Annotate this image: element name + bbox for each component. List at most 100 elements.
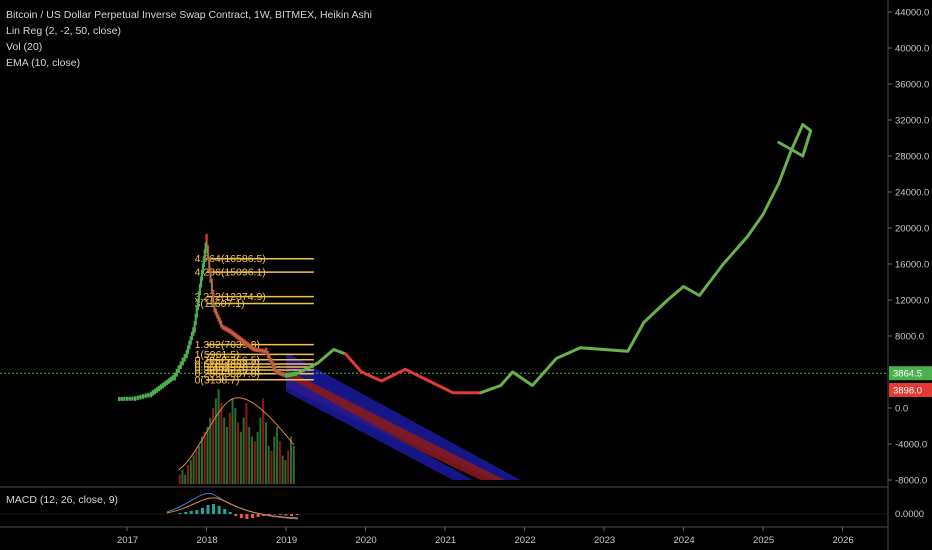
price-badge bbox=[889, 383, 932, 397]
volume-bar bbox=[181, 469, 184, 484]
projection-down-path bbox=[344, 352, 483, 395]
projection-up-path bbox=[296, 348, 348, 375]
projection-up-path bbox=[479, 123, 813, 395]
fib-level-label: 0(3138.7) bbox=[195, 374, 240, 386]
price-badge-label: 3898.0 bbox=[893, 386, 922, 397]
volume-bar bbox=[225, 427, 228, 484]
macd-histogram-bar bbox=[239, 514, 243, 518]
volume-bar bbox=[251, 436, 254, 484]
y-axis-tick-label: 32000.0 bbox=[895, 116, 929, 127]
macd-histogram-bar bbox=[289, 514, 293, 516]
fib-level-label: 4.764(16586.5) bbox=[195, 253, 266, 265]
macd-histogram-bar bbox=[184, 512, 188, 514]
x-axis-tick-label: 2021 bbox=[435, 535, 456, 546]
macd-indicator-label[interactable]: MACD (12, 26, close, 9) bbox=[6, 494, 119, 506]
y-axis-tick-label: 20000.0 bbox=[895, 224, 929, 235]
volume-bar bbox=[198, 446, 201, 484]
y-axis-tick-label: 8000.0 bbox=[895, 332, 924, 343]
volume-bar bbox=[237, 422, 240, 484]
macd-histogram-bar bbox=[278, 514, 282, 515]
volume-bar bbox=[284, 460, 287, 484]
volume-indicator-label[interactable]: Vol (20) bbox=[6, 41, 43, 53]
volume-bar bbox=[184, 474, 187, 484]
y-axis-tick-label: 44000.0 bbox=[895, 8, 929, 19]
fib-level-label: 0.786(5356.5) bbox=[195, 354, 260, 366]
volume-bar bbox=[189, 460, 192, 484]
volume-bar bbox=[259, 417, 262, 484]
y-axis-tick-label: 28000.0 bbox=[895, 152, 929, 163]
macd-histogram-bar bbox=[273, 514, 277, 515]
price-badge-label: 3864.5 bbox=[893, 369, 922, 380]
x-axis-tick-label: 2026 bbox=[833, 535, 854, 546]
symbol-title: Bitcoin / US Dollar Perpetual Inverse Sw… bbox=[6, 9, 372, 21]
volume-bar bbox=[292, 446, 295, 484]
y-axis-tick-label: -4000.0 bbox=[895, 440, 927, 451]
volume-bar bbox=[289, 436, 292, 484]
volume-bar bbox=[212, 408, 215, 484]
x-axis-tick-label: 2020 bbox=[356, 535, 377, 546]
x-axis-tick-label: 2023 bbox=[594, 535, 615, 546]
volume-bar bbox=[278, 441, 281, 484]
ema-indicator-label[interactable]: EMA (10, close) bbox=[6, 57, 81, 69]
volume-bar bbox=[270, 450, 273, 484]
macd-histogram-bar bbox=[251, 514, 255, 518]
x-axis-tick-label: 2024 bbox=[674, 535, 695, 546]
volume-bar bbox=[195, 450, 198, 484]
y-axis-tick-label: 0.0 bbox=[895, 404, 908, 415]
regression-channel-bottom bbox=[286, 376, 473, 480]
x-axis-tick-label: 2019 bbox=[276, 535, 297, 546]
y-axis-tick-label: 16000.0 bbox=[895, 260, 929, 271]
regression-channel-lower bbox=[286, 369, 505, 480]
volume-bar bbox=[223, 417, 226, 484]
macd-histogram-bar bbox=[217, 506, 221, 514]
volume-bar bbox=[287, 450, 290, 484]
macd-histogram-bar bbox=[189, 511, 193, 514]
macd-histogram-bar bbox=[256, 514, 260, 517]
price-line bbox=[118, 241, 299, 400]
macd-histogram-bar bbox=[200, 508, 204, 514]
chart-legend: Bitcoin / US Dollar Perpetual Inverse Sw… bbox=[6, 7, 372, 71]
macd-histogram-bar bbox=[295, 514, 299, 515]
volume-bar bbox=[209, 417, 212, 484]
macd-axis-tick-label: 0.0000 bbox=[895, 509, 924, 520]
y-axis-tick-label: 12000.0 bbox=[895, 296, 929, 307]
volume-bar bbox=[273, 436, 276, 484]
volume-bar bbox=[256, 431, 259, 484]
linreg-indicator-label[interactable]: Lin Reg (2, -2, 50, close) bbox=[6, 25, 121, 37]
macd-histogram-bar bbox=[195, 510, 199, 514]
volume-bar bbox=[217, 389, 220, 484]
volume-bar bbox=[228, 412, 231, 484]
macd-histogram-bar bbox=[212, 504, 216, 514]
volume-bar bbox=[245, 403, 248, 484]
volume-bar bbox=[206, 427, 209, 484]
y-axis-tick-label: -8000.0 bbox=[895, 476, 927, 487]
volume-bar bbox=[220, 403, 223, 484]
volume-bar bbox=[242, 417, 245, 484]
fib-level-label: 3(11607.1) bbox=[195, 298, 245, 310]
macd-histogram-bar bbox=[206, 505, 210, 514]
y-axis-tick-label: 36000.0 bbox=[895, 80, 929, 91]
macd-histogram-bar bbox=[228, 512, 232, 514]
macd-histogram-bar bbox=[267, 514, 271, 515]
volume-bar bbox=[231, 398, 234, 484]
regression-channel-upper bbox=[286, 352, 521, 480]
x-axis-tick-label: 2018 bbox=[197, 535, 218, 546]
volume-bar bbox=[267, 446, 270, 484]
y-axis-tick-label: 24000.0 bbox=[895, 188, 929, 199]
volume-bar bbox=[200, 436, 203, 484]
macd-histogram-bar bbox=[245, 514, 249, 519]
fib-level-label: 4.236(15096.1) bbox=[195, 267, 266, 279]
volume-bar bbox=[253, 441, 256, 484]
volume-ema-line bbox=[178, 397, 295, 471]
fib-level-label: 0.236(3807.0) bbox=[195, 368, 260, 380]
macd-signal-line bbox=[166, 497, 298, 519]
volume-bar bbox=[264, 422, 267, 484]
volume-bar bbox=[178, 474, 181, 484]
volume-bar bbox=[214, 398, 217, 484]
volume-bar bbox=[234, 408, 237, 484]
volume-bar bbox=[276, 427, 279, 484]
macd-histogram-bar bbox=[234, 514, 238, 516]
volume-bar bbox=[248, 427, 251, 484]
volume-bar bbox=[192, 455, 195, 484]
